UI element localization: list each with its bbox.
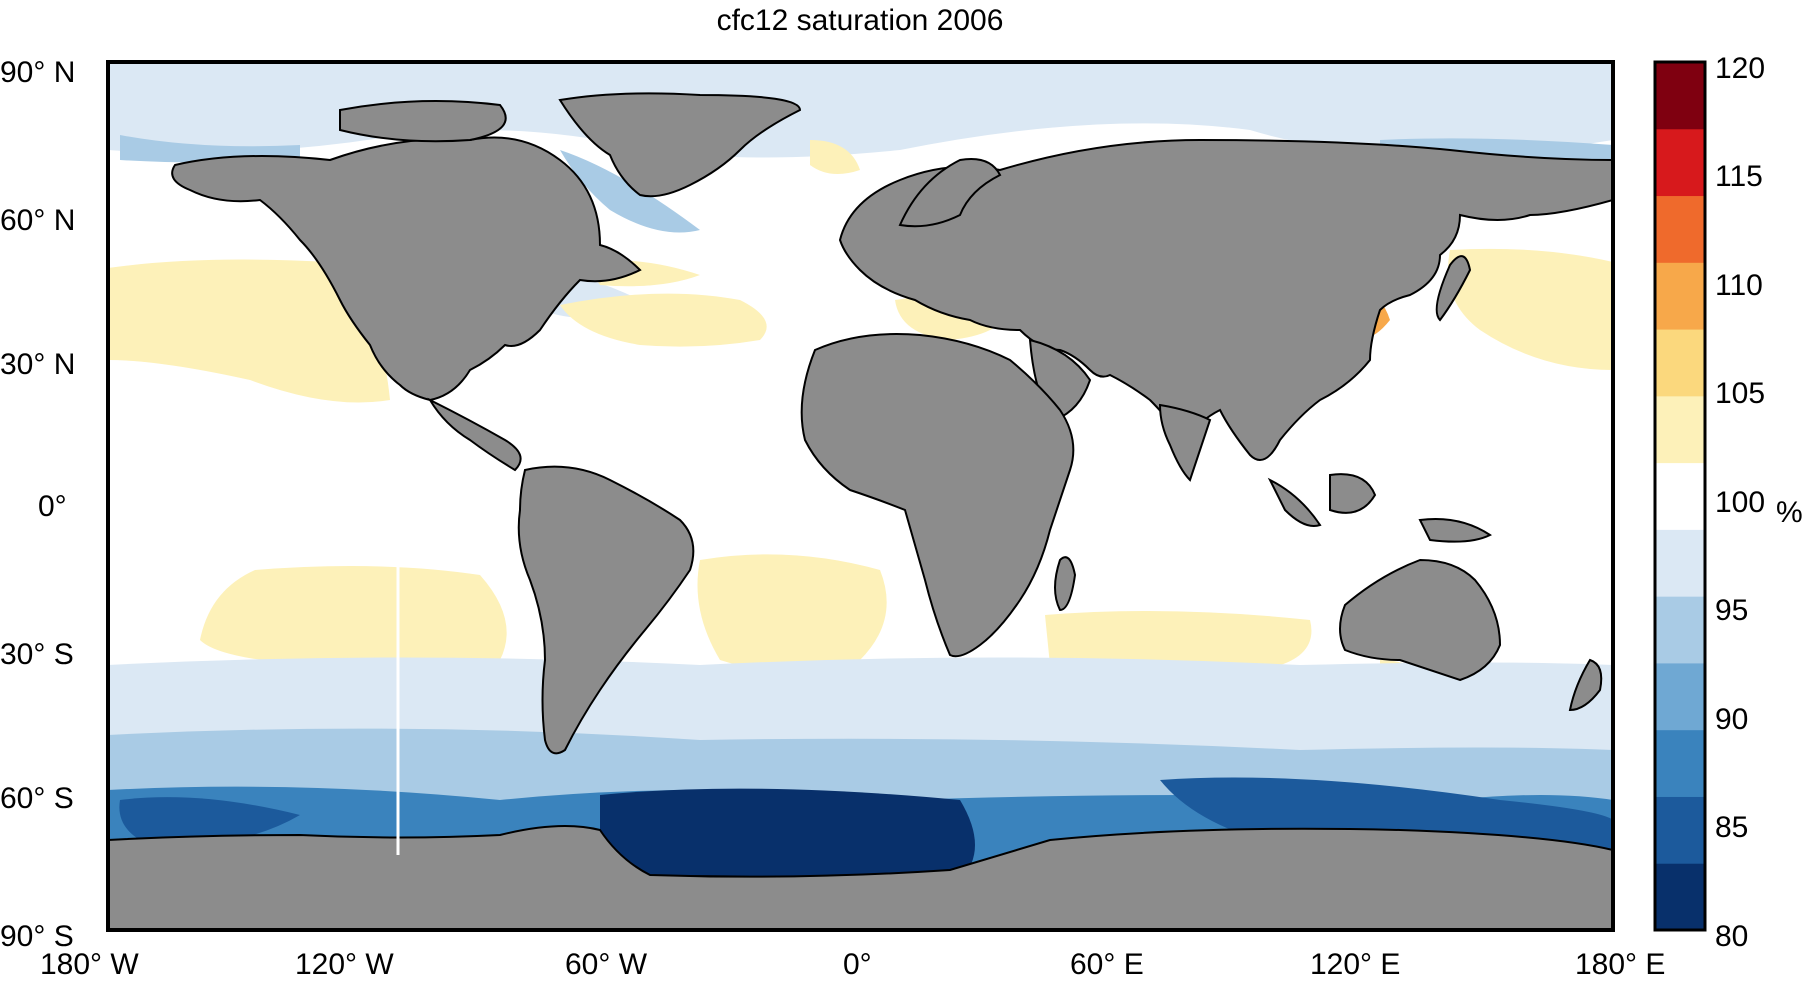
japan bbox=[1435, 255, 1472, 322]
central-america bbox=[427, 397, 522, 472]
africa bbox=[800, 333, 1075, 658]
colorbar-segment bbox=[1655, 195, 1705, 263]
colorbar-segment bbox=[1655, 596, 1705, 664]
new-guinea bbox=[1418, 518, 1492, 543]
lon-label-60e: 60° E bbox=[1070, 948, 1144, 981]
colorbar bbox=[1655, 62, 1705, 931]
cbar-tick-100: 100 bbox=[1715, 486, 1765, 519]
colorbar-segment bbox=[1655, 529, 1705, 597]
antarctica bbox=[108, 825, 1613, 930]
colorbar-segment bbox=[1655, 128, 1705, 197]
colorbar-segment bbox=[1655, 395, 1705, 464]
colorbar-segment bbox=[1655, 329, 1705, 397]
lat-label-90s: 90° S bbox=[0, 920, 74, 953]
longitude-labels: 180° W 120° W 60° W 0° 60° E 120° E 180°… bbox=[40, 948, 1665, 981]
cbar-tick-110: 110 bbox=[1715, 269, 1763, 302]
lon-label-180w: 180° W bbox=[40, 948, 139, 981]
colorbar-unit-label: % bbox=[1776, 496, 1803, 529]
lon-label-180e: 180° E bbox=[1575, 948, 1665, 981]
colorbar-segment bbox=[1655, 62, 1705, 130]
cbar-tick-90: 90 bbox=[1715, 703, 1748, 736]
india bbox=[1158, 403, 1212, 482]
cbar-tick-105: 105 bbox=[1715, 377, 1765, 410]
north-atlantic-warm bbox=[560, 293, 767, 347]
map-title: cfc12 saturation 2006 bbox=[717, 4, 1004, 37]
lat-label-90n: 90° N bbox=[0, 56, 75, 89]
borneo bbox=[1329, 473, 1377, 514]
north-pacific-east-warm bbox=[108, 259, 390, 403]
lat-label-30n: 30° N bbox=[0, 348, 75, 381]
scandinavia bbox=[898, 158, 1002, 228]
colorbar-segment bbox=[1655, 729, 1705, 797]
colorbar-tick-labels: 120 115 110 105 100 95 90 85 80 % bbox=[1715, 52, 1803, 953]
north-pacific-west-warm bbox=[1448, 248, 1613, 370]
south-atlantic-warm bbox=[697, 554, 887, 670]
lat-label-30s: 30° S bbox=[0, 638, 74, 671]
colorbar-segment bbox=[1655, 796, 1705, 864]
colorbar-segment bbox=[1655, 662, 1705, 731]
cbar-tick-120: 120 bbox=[1715, 52, 1765, 85]
lat-label-0: 0° bbox=[38, 490, 67, 523]
south-pacific-warm bbox=[200, 566, 507, 672]
canadian-archipelago bbox=[339, 100, 507, 143]
amundsen-sea-low bbox=[119, 797, 300, 846]
cbar-tick-115: 115 bbox=[1715, 160, 1763, 193]
australia bbox=[1339, 558, 1502, 682]
lat-label-60n: 60° N bbox=[0, 204, 75, 237]
colorbar-segment bbox=[1655, 262, 1705, 330]
weddell-sea-lowest bbox=[600, 788, 975, 880]
lon-label-60w: 60° W bbox=[565, 948, 648, 981]
colorbar-segment bbox=[1655, 863, 1705, 931]
arctic-low-saturation bbox=[108, 62, 1613, 158]
colorbar-segment bbox=[1655, 462, 1705, 530]
latitude-labels: 90° N 60° N 30° N 0° 30° S 60° S 90° S bbox=[0, 56, 75, 953]
sumatra bbox=[1267, 477, 1322, 527]
lon-label-120w: 120° W bbox=[295, 948, 394, 981]
south-america bbox=[517, 465, 695, 755]
cbar-tick-95: 95 bbox=[1715, 594, 1748, 627]
colorbar-frame bbox=[1653, 60, 1707, 932]
greenland bbox=[558, 92, 802, 198]
cbar-tick-80: 80 bbox=[1715, 920, 1748, 953]
labrador-sea-low bbox=[560, 150, 700, 233]
south-indian-warm bbox=[1045, 611, 1312, 674]
land-masses bbox=[108, 92, 1613, 930]
lon-label-120e: 120° E bbox=[1310, 948, 1400, 981]
new-zealand bbox=[1568, 658, 1603, 712]
cbar-tick-85: 85 bbox=[1715, 811, 1748, 844]
lon-label-0: 0° bbox=[843, 948, 872, 981]
norwegian-sea-warm bbox=[810, 140, 860, 174]
lat-label-60s: 60° S bbox=[0, 782, 74, 815]
map-frame bbox=[106, 60, 1615, 932]
world-map bbox=[108, 62, 1613, 930]
madagascar bbox=[1054, 556, 1077, 612]
